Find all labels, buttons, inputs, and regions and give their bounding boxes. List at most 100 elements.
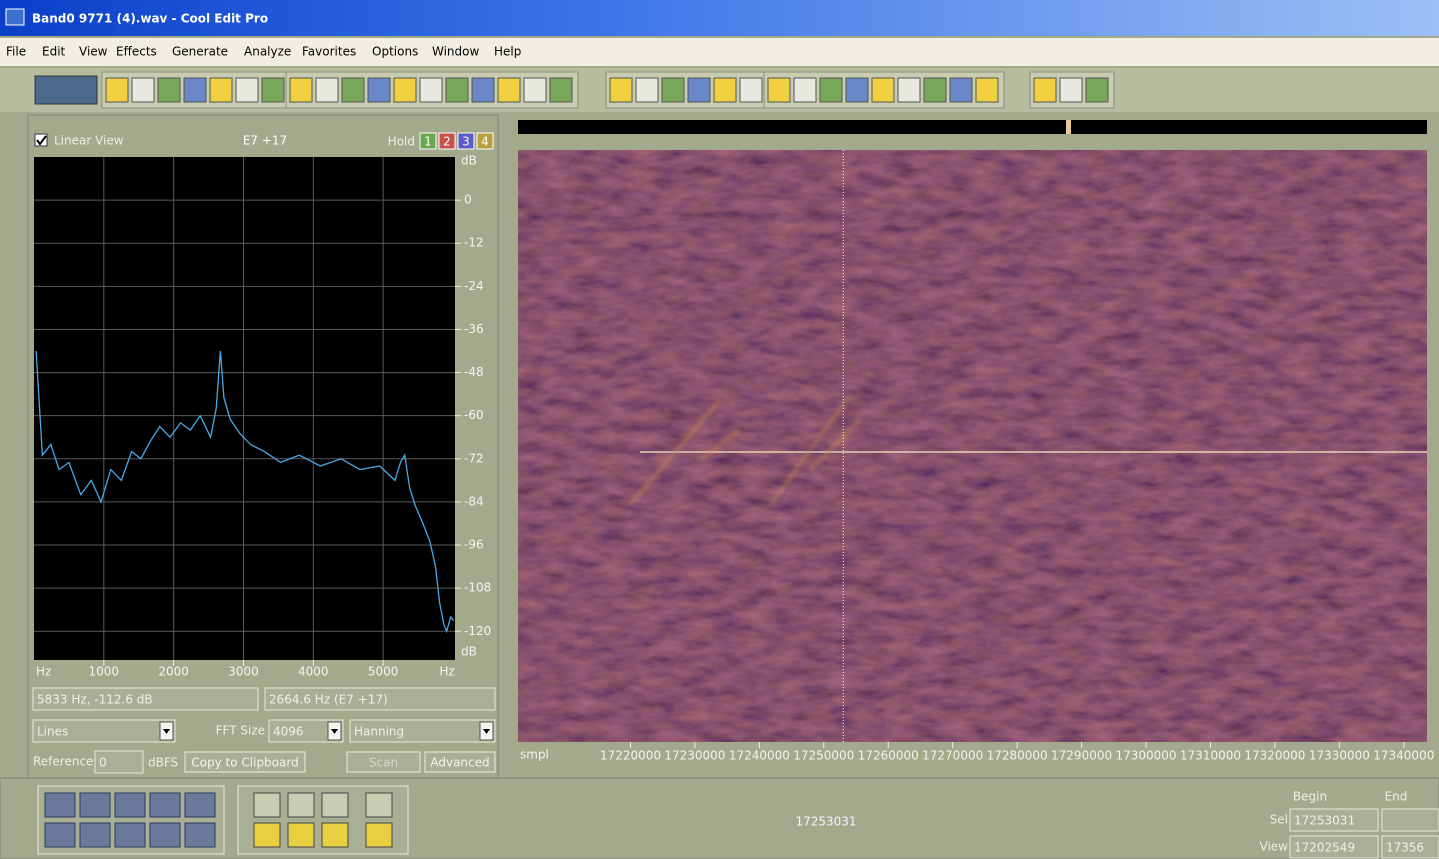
transport-button[interactable] [45, 793, 75, 817]
y-unit-bottom: dB [461, 645, 477, 659]
zoom-button[interactable] [322, 823, 348, 847]
tool-button[interactable] [1086, 78, 1108, 102]
y-tick-label: -108 [464, 581, 491, 595]
menu-item[interactable]: Edit [42, 45, 66, 59]
tool-button[interactable] [740, 78, 762, 102]
menu-item[interactable]: Generate [172, 45, 228, 59]
ruler-label: 17260000 [858, 749, 919, 763]
tool-button[interactable] [210, 78, 232, 102]
menu-item[interactable]: Window [432, 45, 480, 59]
y-unit-top: dB [461, 154, 477, 168]
transport-button[interactable] [185, 793, 215, 817]
zoom-button[interactable] [288, 793, 314, 817]
tool-button[interactable] [688, 78, 710, 102]
tool-button[interactable] [158, 78, 180, 102]
hold-button-label: 1 [424, 135, 432, 149]
x-tick-label: 3000 [228, 665, 259, 679]
tool-button[interactable] [498, 78, 520, 102]
tool-button[interactable] [976, 78, 998, 102]
tool-button[interactable] [368, 78, 390, 102]
transport-button[interactable] [150, 793, 180, 817]
tool-button[interactable] [106, 78, 128, 102]
menu-item[interactable]: Effects [116, 45, 157, 59]
transport-button[interactable] [45, 823, 75, 847]
menu-item[interactable]: Favorites [302, 45, 356, 59]
ruler-label: 17330000 [1309, 749, 1370, 763]
tool-button[interactable] [768, 78, 790, 102]
tool-button[interactable] [872, 78, 894, 102]
page: Band0 9771 (4).wav - Cool Edit ProFileEd… [0, 0, 1439, 859]
overview-bar [518, 120, 1427, 134]
tool-button[interactable] [846, 78, 868, 102]
x-unit-right: Hz [439, 665, 454, 679]
y-tick-label: -60 [464, 408, 484, 422]
zoom-button[interactable] [254, 823, 280, 847]
zoom-button[interactable] [254, 793, 280, 817]
transport-button[interactable] [80, 793, 110, 817]
overview-marker [1066, 120, 1071, 134]
tool-button[interactable] [472, 78, 494, 102]
y-tick-label: 0 [464, 193, 472, 207]
tool-button[interactable] [1060, 78, 1082, 102]
tool-button[interactable] [924, 78, 946, 102]
hold-button-label: 4 [481, 135, 489, 149]
tool-button[interactable] [636, 78, 658, 102]
tool-button[interactable] [950, 78, 972, 102]
tool-button[interactable] [446, 78, 468, 102]
ruler-unit: smpl [520, 748, 549, 762]
x-unit-left: Hz [36, 665, 51, 679]
hold-button-label: 3 [462, 135, 470, 149]
tool-button[interactable] [236, 78, 258, 102]
tool-button[interactable] [820, 78, 842, 102]
begin-header: Begin [1293, 790, 1327, 804]
x-tick-label: 5000 [368, 665, 399, 679]
reference-label: Reference [33, 755, 93, 769]
tool-button[interactable] [184, 78, 206, 102]
zoom-button[interactable] [366, 823, 392, 847]
tool-button[interactable] [262, 78, 284, 102]
menu-item[interactable]: Help [494, 45, 521, 59]
ruler-label: 17270000 [922, 749, 983, 763]
tool-button[interactable] [316, 78, 338, 102]
menu-item[interactable]: Analyze [244, 45, 291, 59]
tool-button[interactable] [420, 78, 442, 102]
zoom-button[interactable] [322, 793, 348, 817]
tool-button[interactable] [132, 78, 154, 102]
tool-button[interactable] [662, 78, 684, 102]
tool-button[interactable] [342, 78, 364, 102]
tool-button[interactable] [290, 78, 312, 102]
mode-select: Lines [37, 725, 68, 739]
transport-button[interactable] [115, 793, 145, 817]
transport-button[interactable] [185, 823, 215, 847]
tool-button[interactable] [610, 78, 632, 102]
ruler-label: 17310000 [1180, 749, 1241, 763]
tool-button[interactable] [1034, 78, 1056, 102]
y-tick-label: -96 [464, 538, 484, 552]
transport-button[interactable] [115, 823, 145, 847]
menu-item[interactable]: View [79, 45, 108, 59]
fft-size-label: FFT Size [216, 724, 265, 738]
tool-button[interactable] [714, 78, 736, 102]
tool-button[interactable] [524, 78, 546, 102]
note-label: E7 +17 [243, 134, 287, 148]
tool-button[interactable] [35, 76, 97, 104]
menu-item[interactable]: File [6, 45, 26, 59]
y-tick-label: -72 [464, 451, 484, 465]
zoom-button[interactable] [288, 823, 314, 847]
end-header: End [1385, 790, 1408, 804]
menu-item[interactable]: Options [372, 45, 418, 59]
spectrum-plot [34, 157, 455, 660]
transport-button[interactable] [150, 823, 180, 847]
transport-button[interactable] [80, 823, 110, 847]
tool-button[interactable] [898, 78, 920, 102]
x-tick-label: 1000 [89, 665, 120, 679]
tool-button[interactable] [394, 78, 416, 102]
ruler-label: 17300000 [1115, 749, 1176, 763]
tool-button[interactable] [550, 78, 572, 102]
tool-button[interactable] [794, 78, 816, 102]
app-icon [6, 9, 24, 25]
x-tick-label: 4000 [298, 665, 329, 679]
zoom-button[interactable] [366, 793, 392, 817]
time-counter: 17253031 [795, 815, 856, 829]
advanced-button-label: Advanced [430, 756, 489, 770]
